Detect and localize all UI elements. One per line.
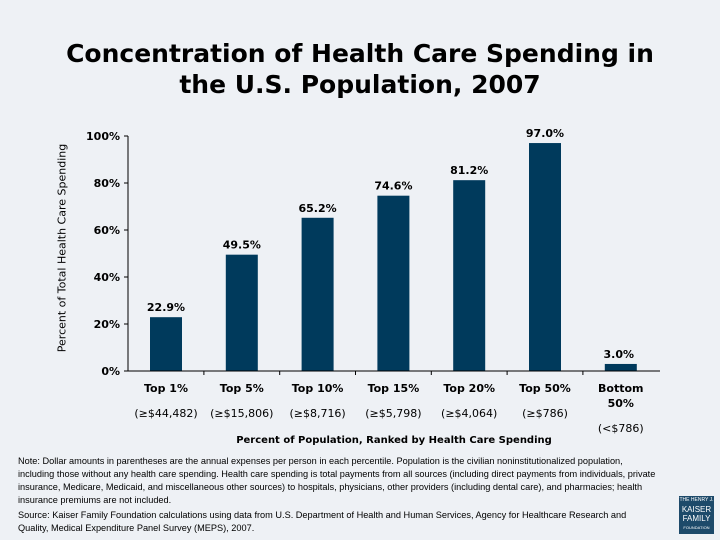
y-tick-label: 0%: [101, 365, 120, 378]
y-tick-label: 80%: [94, 177, 120, 190]
source-text: Source: Kaiser Family Foundation calcula…: [18, 510, 627, 533]
x-sublabel: (≥$4,064): [441, 407, 497, 420]
y-tick-label: 100%: [86, 130, 120, 143]
y-tick-label: 40%: [94, 271, 120, 284]
kaiser-logo: THE HENRY J. KAISER FAMILY FOUNDATION: [679, 496, 714, 534]
x-tick-label: Bottom: [598, 382, 643, 395]
note-text: Note: Dollar amounts in parentheses are …: [18, 456, 656, 505]
data-label: 3.0%: [604, 348, 635, 361]
bar: [604, 363, 637, 371]
x-sublabel: (≥$44,482): [134, 407, 197, 420]
x-sublabel: (<$786): [598, 422, 644, 435]
y-tick-label: 20%: [94, 318, 120, 331]
x-axis-label: Percent of Population, Ranked by Health …: [236, 435, 552, 446]
bar: [453, 180, 486, 371]
chart-title: Concentration of Health Care Spending in…: [66, 39, 654, 99]
x-tick-label: Top 5%: [220, 382, 264, 395]
data-label: 22.9%: [147, 301, 185, 314]
x-sublabel: (≥$8,716): [289, 407, 345, 420]
x-tick-label: Top 20%: [443, 382, 495, 395]
bar: [225, 254, 258, 371]
x-tick-label: Top 10%: [292, 382, 344, 395]
x-tick-label: Top 1%: [144, 382, 188, 395]
bar: [377, 195, 410, 371]
data-label: 65.2%: [299, 202, 337, 215]
data-label: 97.0%: [526, 127, 564, 140]
x-tick-label: Top 50%: [519, 382, 571, 395]
x-tick-label: 50%: [608, 397, 634, 410]
y-tick-label: 60%: [94, 224, 120, 237]
bar: [529, 143, 561, 371]
x-sublabel: (≥$15,806): [210, 407, 273, 420]
x-sublabel: (≥$5,798): [365, 407, 421, 420]
data-label: 74.6%: [374, 180, 412, 193]
bar: [150, 317, 182, 371]
x-sublabel: (≥$786): [522, 407, 568, 420]
bar: [301, 217, 334, 371]
data-label: 49.5%: [223, 239, 261, 252]
x-tick-label: Top 15%: [368, 382, 420, 395]
data-label: 81.2%: [450, 164, 488, 177]
